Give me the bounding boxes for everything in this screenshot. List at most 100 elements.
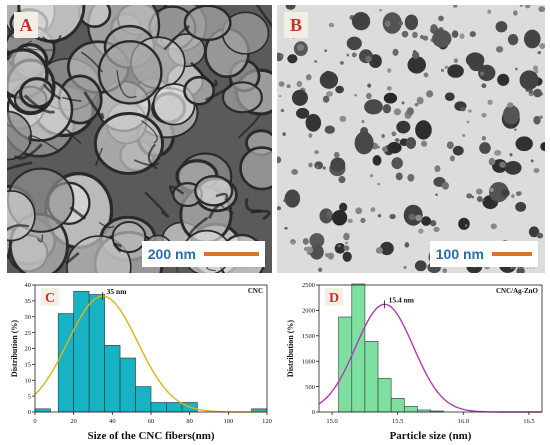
particle bbox=[296, 80, 303, 88]
x-tick-label: 20 bbox=[70, 418, 77, 425]
particle bbox=[308, 133, 313, 139]
x-tick-label: 80 bbox=[186, 418, 193, 425]
particle bbox=[291, 89, 308, 106]
panel-letter-b: B bbox=[284, 12, 308, 38]
fiber bbox=[256, 5, 272, 28]
fiber bbox=[36, 234, 44, 243]
y-tick-label: 2500 bbox=[302, 282, 315, 289]
fiber bbox=[7, 161, 33, 171]
particle bbox=[446, 141, 454, 149]
y-tick-label: 40 bbox=[25, 282, 32, 289]
particle bbox=[406, 107, 414, 116]
particle bbox=[479, 71, 485, 76]
particle bbox=[444, 65, 449, 70]
histogram-bar bbox=[88, 294, 105, 413]
particle bbox=[326, 91, 333, 97]
fiber bbox=[98, 221, 115, 229]
particle bbox=[523, 29, 541, 49]
y-tick-label: 5 bbox=[28, 393, 31, 400]
particle bbox=[379, 241, 394, 256]
histogram-cnc-ag-zno: 15.0 15.5 16.0 16.5 0 500 1000 1500 2000 2500 Part… bbox=[275, 277, 550, 445]
particle bbox=[444, 92, 455, 102]
cell bbox=[93, 111, 165, 175]
particle bbox=[495, 46, 504, 53]
particle bbox=[488, 157, 496, 166]
fiber bbox=[133, 159, 160, 167]
particle bbox=[314, 161, 324, 170]
histogram-bar bbox=[104, 345, 121, 413]
histogram-bar bbox=[390, 397, 405, 413]
particle bbox=[382, 103, 392, 114]
particle bbox=[346, 36, 362, 51]
particle bbox=[452, 145, 464, 156]
particle bbox=[479, 142, 491, 154]
particle bbox=[465, 52, 485, 68]
particle bbox=[347, 218, 353, 224]
particle bbox=[386, 21, 389, 24]
y-tick-label: 1500 bbox=[302, 333, 315, 340]
y-axis-label: Distribution (%) bbox=[10, 320, 19, 377]
particle bbox=[383, 92, 398, 104]
fiber bbox=[237, 112, 261, 139]
fiber bbox=[168, 185, 185, 195]
cell bbox=[97, 40, 163, 105]
particle bbox=[339, 202, 348, 212]
particle bbox=[416, 96, 424, 105]
particle bbox=[326, 211, 332, 218]
fiber bbox=[116, 70, 137, 99]
particle bbox=[375, 247, 383, 254]
cell bbox=[239, 146, 272, 191]
particle bbox=[515, 201, 527, 212]
particle bbox=[361, 119, 365, 124]
fiber bbox=[65, 252, 80, 264]
particle bbox=[414, 260, 427, 272]
x-tick-label: 0 bbox=[33, 418, 36, 425]
fiber bbox=[80, 51, 104, 73]
particle bbox=[432, 29, 452, 48]
particle bbox=[415, 214, 423, 222]
particle bbox=[396, 120, 411, 134]
x-axis-label: Particle size (nm) bbox=[390, 430, 472, 442]
particle bbox=[515, 136, 533, 152]
particle bbox=[530, 159, 534, 163]
x-tick-label: 100 bbox=[223, 418, 233, 425]
cell bbox=[7, 190, 36, 242]
particle bbox=[339, 115, 347, 123]
particle bbox=[401, 30, 409, 38]
histogram-bar bbox=[135, 386, 152, 413]
cell bbox=[221, 81, 263, 114]
plot-frame bbox=[318, 284, 543, 413]
fiber bbox=[141, 120, 158, 144]
particle bbox=[497, 73, 510, 86]
particle bbox=[528, 226, 540, 238]
y-tick-label: 1000 bbox=[302, 358, 315, 365]
particle bbox=[462, 134, 466, 137]
particle bbox=[499, 161, 506, 168]
particle bbox=[528, 88, 533, 94]
particle bbox=[302, 238, 309, 245]
particle bbox=[423, 72, 429, 78]
particle bbox=[394, 138, 400, 142]
particle bbox=[372, 155, 382, 166]
chart-c-svg: 0 20 40 60 80 100 120 0 5 10 15 20 25 30 35 40 Size of t… bbox=[10, 282, 272, 442]
particle bbox=[278, 95, 282, 98]
particle bbox=[460, 106, 466, 112]
fiber bbox=[163, 25, 190, 51]
particle bbox=[447, 64, 464, 78]
particle bbox=[377, 214, 382, 218]
fiber bbox=[13, 143, 43, 160]
y-tick-label: 20 bbox=[25, 346, 32, 353]
particle bbox=[442, 268, 447, 273]
particle bbox=[365, 55, 372, 63]
particle bbox=[453, 58, 459, 64]
particle bbox=[370, 207, 376, 213]
panel-letter-bg bbox=[325, 288, 343, 306]
y-tick-label: 25 bbox=[25, 330, 32, 337]
y-tick-label: 35 bbox=[25, 298, 32, 305]
scale-bar-line-b bbox=[492, 252, 532, 256]
particle bbox=[539, 43, 545, 50]
histogram-bar bbox=[73, 291, 90, 413]
tem-image-cnc: A 200.0 nm 200 nm bbox=[7, 5, 272, 273]
fiber bbox=[7, 224, 30, 232]
y-tick-label: 0 bbox=[312, 409, 315, 416]
